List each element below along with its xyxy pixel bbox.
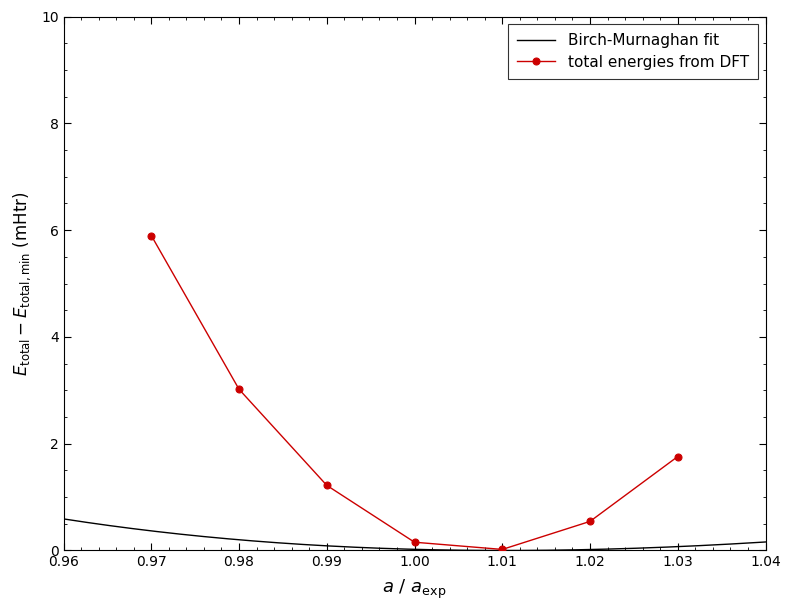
Y-axis label: $E_\mathrm{total} - E_\mathrm{total,min}$ (mHtr): $E_\mathrm{total} - E_\mathrm{total,min}… [11,192,32,376]
total energies from DFT [585,518,595,525]
X-axis label: $a \ /\ a_\mathrm{exp}$: $a \ /\ a_\mathrm{exp}$ [383,578,447,601]
Line: Birch-Murnaghan fit: Birch-Murnaghan fit [20,512,792,551]
Line: total energies from DFT: total energies from DFT [148,232,681,553]
total energies from DFT [147,232,156,239]
Birch-Murnaghan fit [558,547,568,554]
Birch-Murnaghan fit [645,544,655,551]
Birch-Murnaghan fit [631,545,641,552]
Birch-Murnaghan fit [363,544,372,551]
total energies from DFT [234,386,244,393]
Birch-Murnaghan fit [334,543,344,550]
Legend: Birch-Murnaghan fit, total energies from DFT: Birch-Murnaghan fit, total energies from… [508,24,758,79]
Birch-Murnaghan fit [501,547,510,554]
Birch-Murnaghan fit [15,508,25,515]
total energies from DFT [497,546,507,553]
total energies from DFT [322,482,332,489]
total energies from DFT [409,539,419,546]
Birch-Murnaghan fit [96,521,105,528]
total energies from DFT [673,453,683,460]
